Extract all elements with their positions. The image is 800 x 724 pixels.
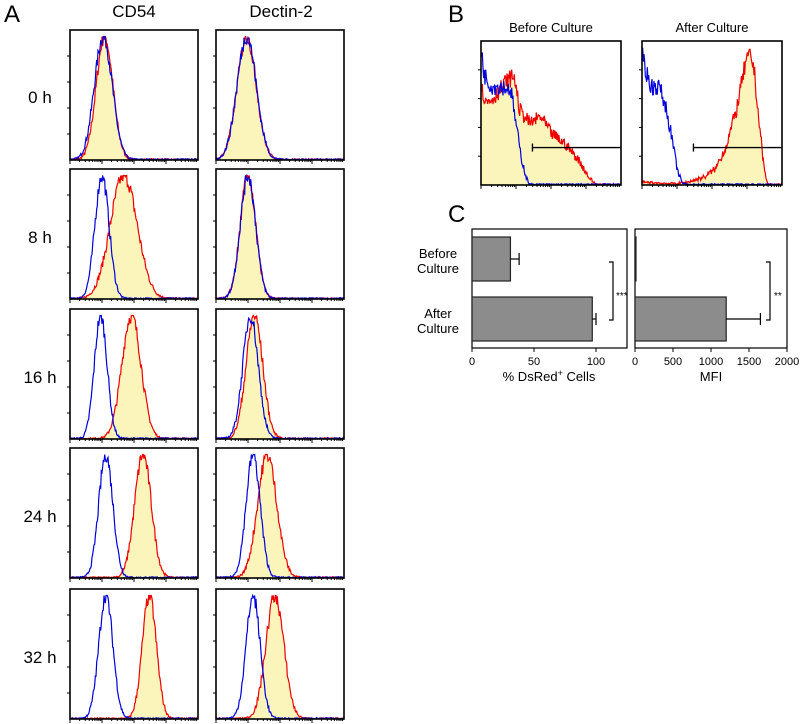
category-before-line2: Culture <box>417 261 459 276</box>
stained-fill <box>216 36 344 160</box>
row-label-24h: 24 h <box>23 507 56 526</box>
x-tick-label: 1500 <box>737 356 761 368</box>
x-tick-label: 500 <box>664 356 682 368</box>
significance-bracket <box>766 261 771 321</box>
histogram-frame-dectin-2-2 <box>215 308 345 440</box>
stained-histogram <box>215 314 345 440</box>
stained-fill <box>216 454 344 578</box>
x-tick-label: 100 <box>587 356 605 368</box>
significance-bracket <box>609 261 614 321</box>
category-after-line1: After <box>424 306 452 321</box>
column-title-cd54: CD54 <box>112 2 155 21</box>
stained-fill <box>642 49 782 185</box>
control-histogram <box>215 316 345 440</box>
bar-plot-frame <box>471 228 628 349</box>
category-after-line2: Culture <box>417 321 459 336</box>
x-tick-label: 2000 <box>775 356 799 368</box>
panel-label-c: C <box>448 201 465 228</box>
bar-before <box>634 236 637 282</box>
stained-fill <box>216 595 344 719</box>
bar-after <box>471 296 593 342</box>
stained-fill <box>70 36 198 160</box>
stained-fill <box>216 175 344 299</box>
stained-histogram <box>641 48 783 186</box>
bar-after <box>634 296 727 342</box>
column-title-dectin2: Dectin-2 <box>249 2 312 21</box>
panel-label-b: B <box>448 1 464 28</box>
x-tick-label: 50 <box>528 356 540 368</box>
stained-fill <box>70 595 198 719</box>
significance-dsred: *** <box>616 291 628 302</box>
stained-fill <box>216 315 344 439</box>
bar-before <box>471 236 512 282</box>
stained-fill <box>70 175 198 299</box>
row-label-16h: 16 h <box>23 368 56 387</box>
significance-mfi: ** <box>774 291 782 302</box>
category-before-line1: Before <box>419 246 457 261</box>
stained-histogram <box>69 174 199 300</box>
stained-histogram <box>69 594 199 721</box>
histogram-frame-cd54-4 <box>69 588 199 720</box>
row-label-0h: 0 h <box>28 88 52 107</box>
control-histogram <box>69 594 199 721</box>
xlabel-mfi: MFI <box>700 369 722 384</box>
stained-fill <box>70 315 198 439</box>
x-tick-label: 0 <box>469 356 475 368</box>
xlabel-dsred: % DsRed+ Cells <box>503 368 596 384</box>
panel-label-a: A <box>4 1 20 28</box>
stained-fill <box>481 69 621 185</box>
x-tick-label: 1000 <box>699 356 723 368</box>
x-tick-label: 0 <box>632 356 638 368</box>
title-after-culture: After Culture <box>676 20 749 35</box>
row-label-8h: 8 h <box>28 228 52 247</box>
title-before-culture: Before Culture <box>509 20 593 35</box>
row-label-32h: 32 h <box>23 648 56 667</box>
